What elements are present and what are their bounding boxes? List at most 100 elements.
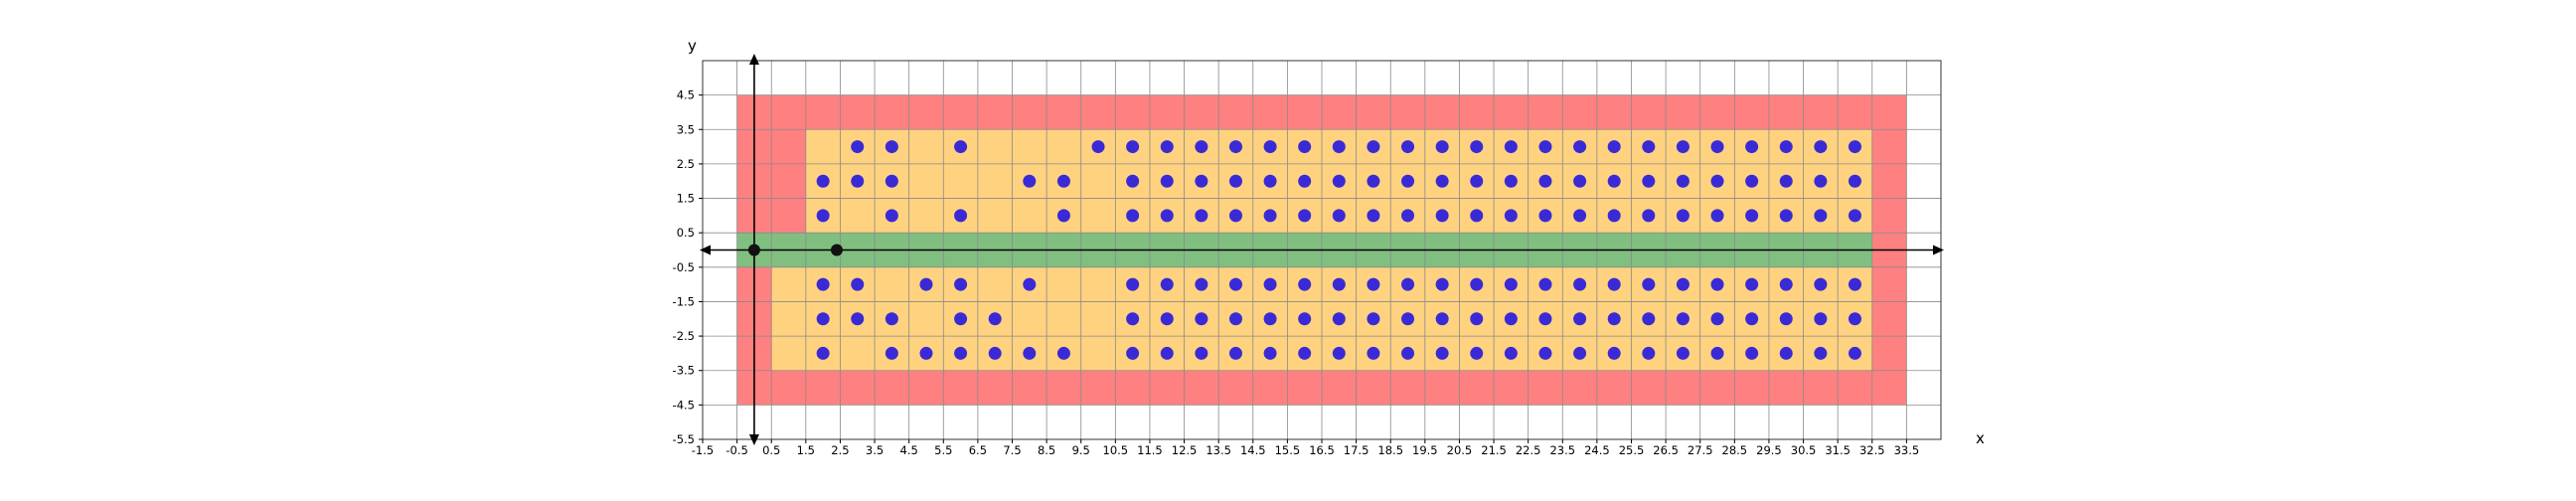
data-point <box>1642 174 1656 188</box>
data-point <box>919 277 933 291</box>
data-point <box>816 312 830 326</box>
data-point <box>1160 174 1174 188</box>
x-tick-label: 33.5 <box>1894 443 1920 457</box>
x-tick-label: 8.5 <box>1038 443 1055 457</box>
marker-point <box>830 244 843 256</box>
data-point <box>1160 209 1174 223</box>
data-point <box>1367 140 1380 154</box>
data-point <box>1263 174 1277 188</box>
data-point <box>1504 174 1518 188</box>
data-point <box>1710 346 1724 360</box>
data-point <box>1367 209 1380 223</box>
data-point <box>1470 277 1484 291</box>
data-point <box>1676 312 1690 326</box>
data-point <box>1504 277 1518 291</box>
data-point <box>816 209 830 223</box>
data-point <box>1435 312 1449 326</box>
data-point <box>1573 312 1587 326</box>
data-point <box>1126 277 1140 291</box>
data-point <box>988 346 1002 360</box>
data-point <box>1367 312 1380 326</box>
data-point <box>1332 346 1346 360</box>
data-point <box>1607 277 1621 291</box>
data-point <box>954 312 968 326</box>
data-point <box>1228 140 1242 154</box>
x-tick-label: 22.5 <box>1516 443 1541 457</box>
x-tick-label: 4.5 <box>900 443 918 457</box>
data-point <box>851 174 865 188</box>
data-point <box>1056 174 1070 188</box>
x-tick-label: 11.5 <box>1137 443 1163 457</box>
data-point <box>1538 140 1552 154</box>
data-point <box>1367 277 1380 291</box>
data-point <box>1126 140 1140 154</box>
data-point <box>1745 312 1759 326</box>
data-point <box>954 346 968 360</box>
data-point <box>851 312 865 326</box>
y-axis-label: y <box>688 37 697 55</box>
data-point <box>1126 209 1140 223</box>
data-point <box>1263 312 1277 326</box>
data-point <box>1023 174 1037 188</box>
data-point <box>1160 312 1174 326</box>
data-point <box>1642 277 1656 291</box>
data-point <box>885 174 898 188</box>
x-axis-arrow-right <box>1933 245 1944 255</box>
data-point <box>1195 140 1208 154</box>
data-point <box>1848 174 1861 188</box>
data-point <box>1298 209 1312 223</box>
data-point <box>1195 346 1208 360</box>
x-tick-label: 21.5 <box>1481 443 1507 457</box>
data-point <box>1642 209 1656 223</box>
data-point <box>1056 209 1070 223</box>
data-point <box>1504 209 1518 223</box>
x-tick-label: 1.5 <box>797 443 815 457</box>
data-point <box>1332 140 1346 154</box>
data-point <box>1298 346 1312 360</box>
data-point <box>1195 209 1208 223</box>
y-axis-arrow-up <box>748 54 759 65</box>
data-point <box>1745 277 1759 291</box>
x-tick-label: 12.5 <box>1172 443 1198 457</box>
y-tick-label: 0.5 <box>677 226 695 240</box>
data-point <box>1779 140 1793 154</box>
data-point <box>1538 174 1552 188</box>
data-point <box>1710 209 1724 223</box>
data-point <box>1779 174 1793 188</box>
data-point <box>1573 277 1587 291</box>
data-point <box>1504 346 1518 360</box>
data-point <box>1367 346 1380 360</box>
x-tick-label: 19.5 <box>1412 443 1438 457</box>
data-point <box>1263 140 1277 154</box>
data-point <box>1848 312 1861 326</box>
data-point <box>988 312 1002 326</box>
data-point <box>1607 209 1621 223</box>
data-point <box>1642 312 1656 326</box>
x-tick-label: 9.5 <box>1072 443 1090 457</box>
x-tick-label: 3.5 <box>866 443 884 457</box>
data-point <box>1814 209 1828 223</box>
x-tick-label: 14.5 <box>1240 443 1266 457</box>
data-point <box>1504 312 1518 326</box>
data-point <box>1126 174 1140 188</box>
data-point <box>1263 277 1277 291</box>
data-point <box>1332 312 1346 326</box>
data-point <box>1401 209 1415 223</box>
y-tick-label: -2.5 <box>673 329 695 343</box>
data-point <box>1573 209 1587 223</box>
data-point <box>1745 346 1759 360</box>
data-point <box>1814 277 1828 291</box>
x-tick-label: 5.5 <box>934 443 952 457</box>
data-point <box>1676 174 1690 188</box>
data-point <box>1470 312 1484 326</box>
data-point <box>1091 140 1105 154</box>
marker-layer <box>747 244 843 256</box>
x-tick-label: 24.5 <box>1584 443 1610 457</box>
data-point <box>1160 277 1174 291</box>
x-axis-arrow-left <box>700 245 711 255</box>
data-point <box>1538 346 1552 360</box>
x-axis-label: x <box>1976 429 1985 447</box>
data-point <box>1263 209 1277 223</box>
data-point <box>954 209 968 223</box>
x-tick-label: 16.5 <box>1309 443 1335 457</box>
